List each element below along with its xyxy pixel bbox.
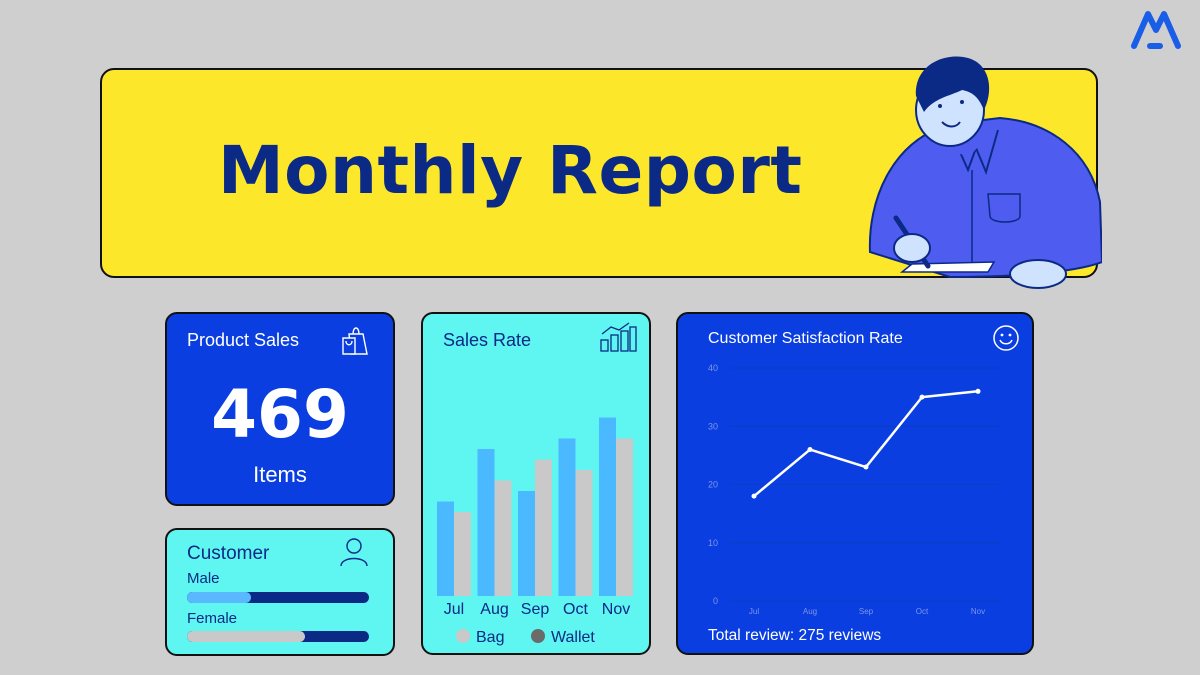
sat-x-tick-oct: Oct xyxy=(916,607,929,616)
sat-y-tick-0: 0 xyxy=(713,596,718,606)
sat-point-nov xyxy=(975,388,981,394)
legend-label-wallet: Wallet xyxy=(551,629,595,646)
sales-bar-bag-sep xyxy=(518,491,535,596)
sales-x-tick-jul: Jul xyxy=(444,601,464,618)
product-sales-title: Product Sales xyxy=(187,330,300,350)
customer-male-fill xyxy=(187,592,251,603)
shopping-bag-icon xyxy=(342,327,368,355)
sat-y-tick-10: 10 xyxy=(708,538,718,548)
sales-rate-chart: Jul Aug Sep Oct Nov Bag Wallet xyxy=(437,417,633,646)
satisfaction-title: Customer Satisfaction Rate xyxy=(708,330,903,347)
legend-swatch-bag xyxy=(456,629,470,643)
sales-bar-bag-aug xyxy=(477,449,495,596)
sat-series-line xyxy=(753,390,979,498)
sat-point-sep xyxy=(863,464,869,470)
sat-point-aug xyxy=(807,447,813,453)
sales-bar-bag-oct xyxy=(558,438,576,596)
sales-rate-card: Sales Rate Jul Aug Sep Oct Nov Bag Wallet xyxy=(421,312,651,655)
customer-male-label: Male xyxy=(187,570,220,587)
satisfaction-chart: 0 10 20 30 40 Jul Aug Sep Oct Nov xyxy=(708,363,1000,616)
sales-bar-wallet-aug xyxy=(494,480,512,596)
sales-x-tick-aug: Aug xyxy=(480,601,508,618)
legend-swatch-wallet xyxy=(531,629,545,643)
sales-bar-wallet-nov xyxy=(616,438,633,596)
sales-bar-bag-jul xyxy=(437,501,454,596)
customer-female-bar xyxy=(187,631,369,642)
sat-y-tick-20: 20 xyxy=(708,480,718,490)
sales-bar-bag-nov xyxy=(599,417,616,596)
sales-bar-wallet-jul xyxy=(454,512,471,596)
legend-label-bag: Bag xyxy=(476,629,504,646)
product-sales-value: 469 xyxy=(211,376,349,453)
sales-bar-wallet-sep xyxy=(535,459,552,596)
bar-chart-growth-icon xyxy=(600,322,637,352)
sat-x-tick-aug: Aug xyxy=(803,607,817,616)
brand-logo xyxy=(1131,11,1181,49)
sales-x-tick-sep: Sep xyxy=(521,601,550,618)
total-reviews: Total review: 275 reviews xyxy=(708,627,882,644)
sat-y-tick-30: 30 xyxy=(708,421,718,431)
sales-x-tick-oct: Oct xyxy=(563,601,588,618)
sat-x-tick-jul: Jul xyxy=(749,607,759,616)
product-sales-card: Product Sales 469 Items xyxy=(165,312,395,506)
customer-female-label: Female xyxy=(187,610,238,627)
sales-bar-wallet-oct xyxy=(575,470,593,596)
product-sales-unit: Items xyxy=(253,462,307,487)
customer-title: Customer xyxy=(187,543,270,564)
user-icon xyxy=(340,538,368,567)
customer-card: Customer Male Female xyxy=(165,528,395,656)
sat-x-tick-sep: Sep xyxy=(859,607,874,616)
sat-x-tick-nov: Nov xyxy=(971,607,985,616)
sat-point-oct xyxy=(919,394,925,400)
sat-y-tick-40: 40 xyxy=(708,363,718,373)
customer-male-bar xyxy=(187,592,369,603)
person-writing-illustration xyxy=(868,56,1102,289)
satisfaction-card: Customer Satisfaction Rate 0 10 20 30 40 Jul A… xyxy=(676,312,1034,655)
page-title: Monthly Report xyxy=(218,132,803,209)
sat-point-jul xyxy=(751,493,757,499)
sales-rate-title: Sales Rate xyxy=(443,330,532,350)
sales-x-tick-nov: Nov xyxy=(602,601,630,618)
customer-female-fill xyxy=(187,631,306,642)
smiley-icon xyxy=(993,325,1019,351)
